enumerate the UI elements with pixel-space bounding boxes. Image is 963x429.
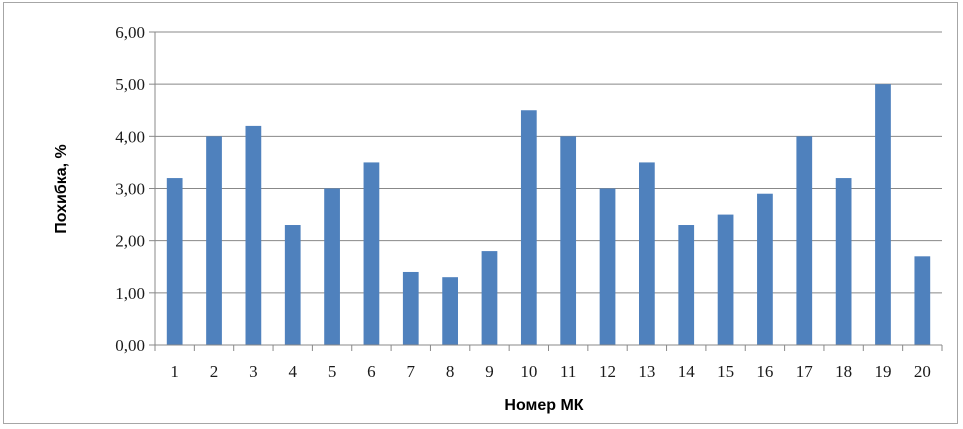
bar <box>757 193 773 345</box>
bar <box>678 225 695 345</box>
x-tick-label: 20 <box>914 362 931 381</box>
bar <box>442 277 458 345</box>
y-tick-label: 2,00 <box>115 232 145 251</box>
bar <box>560 136 577 345</box>
x-axis-title: Номер МК <box>504 397 583 414</box>
bar <box>599 188 616 345</box>
y-tick-label: 6,00 <box>115 23 145 42</box>
bar <box>520 110 537 345</box>
x-tick-label: 3 <box>249 362 258 381</box>
x-tick-label: 5 <box>328 362 337 381</box>
bar <box>166 178 183 345</box>
x-tick-label: 19 <box>874 362 891 381</box>
bar <box>363 162 380 345</box>
x-tick-label: 10 <box>520 362 537 381</box>
y-tick-label: 3,00 <box>115 180 145 199</box>
x-tick-label: 11 <box>560 362 576 381</box>
bar <box>639 162 655 345</box>
bar <box>206 136 222 345</box>
x-tick-label: 17 <box>796 362 814 381</box>
bar <box>914 256 931 345</box>
x-tick-label: 14 <box>678 362 696 381</box>
x-tick-label: 13 <box>638 362 655 381</box>
x-tick-label: 1 <box>170 362 179 381</box>
bar <box>245 125 262 346</box>
bar <box>324 188 340 345</box>
bar <box>402 271 419 345</box>
x-tick-labels: 1 2 3 4 5 6 7 8 9 10 11 12 13 14 15 16 17 18 19 20 <box>170 362 930 381</box>
bar <box>717 214 734 345</box>
x-tick-label: 18 <box>835 362 852 381</box>
bars <box>166 84 931 346</box>
bar <box>284 225 301 345</box>
x-tick-label: 12 <box>599 362 616 381</box>
x-tick-label: 16 <box>756 362 773 381</box>
y-tick-label: 5,00 <box>115 75 145 94</box>
bar <box>875 84 891 346</box>
y-tick-labels: 0,00 1,00 2,00 3,00 4,00 5,00 6,00 <box>115 23 145 355</box>
y-tick-label: 4,00 <box>115 127 145 146</box>
bar <box>481 251 498 345</box>
y-tick-label: 1,00 <box>115 284 145 303</box>
bar <box>835 178 852 345</box>
bar <box>796 136 813 345</box>
axes <box>149 31 943 351</box>
y-tick-label: 0,00 <box>115 336 145 355</box>
x-tick-label: 15 <box>717 362 734 381</box>
x-tick-label: 6 <box>367 362 376 381</box>
x-tick-label: 2 <box>210 362 219 381</box>
gridlines <box>155 31 942 294</box>
x-tick-label: 8 <box>446 362 455 381</box>
x-tick-label: 9 <box>485 362 494 381</box>
x-tick-label: 7 <box>407 362 416 381</box>
x-tick-label: 4 <box>288 362 297 381</box>
y-axis-title: Похибка, % <box>53 144 70 234</box>
